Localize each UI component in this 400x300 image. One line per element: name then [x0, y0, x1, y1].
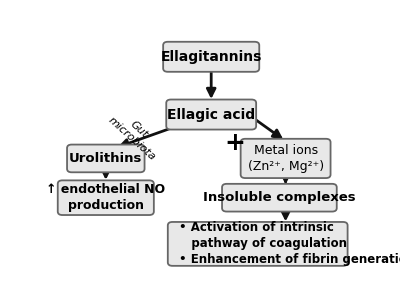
FancyBboxPatch shape — [166, 100, 256, 130]
Text: Metal ions
(Zn²⁺, Mg²⁺): Metal ions (Zn²⁺, Mg²⁺) — [248, 144, 324, 173]
Text: Insoluble complexes: Insoluble complexes — [203, 191, 356, 204]
Text: Ellagitannins: Ellagitannins — [160, 50, 262, 64]
FancyBboxPatch shape — [163, 42, 259, 72]
Text: • Activation of intrinsic
   pathway of coagulation
• Enhancement of fibrin gene: • Activation of intrinsic pathway of coa… — [179, 221, 400, 266]
Text: +: + — [224, 131, 245, 155]
FancyBboxPatch shape — [67, 145, 144, 172]
Text: Gut
microbiota: Gut microbiota — [106, 106, 165, 162]
FancyBboxPatch shape — [222, 184, 337, 212]
FancyBboxPatch shape — [168, 222, 348, 266]
Text: ↑ endothelial NO
production: ↑ endothelial NO production — [46, 183, 165, 212]
FancyBboxPatch shape — [58, 180, 154, 215]
FancyBboxPatch shape — [241, 139, 330, 178]
Text: Ellagic acid: Ellagic acid — [167, 107, 255, 122]
Text: Urolithins: Urolithins — [69, 152, 142, 165]
